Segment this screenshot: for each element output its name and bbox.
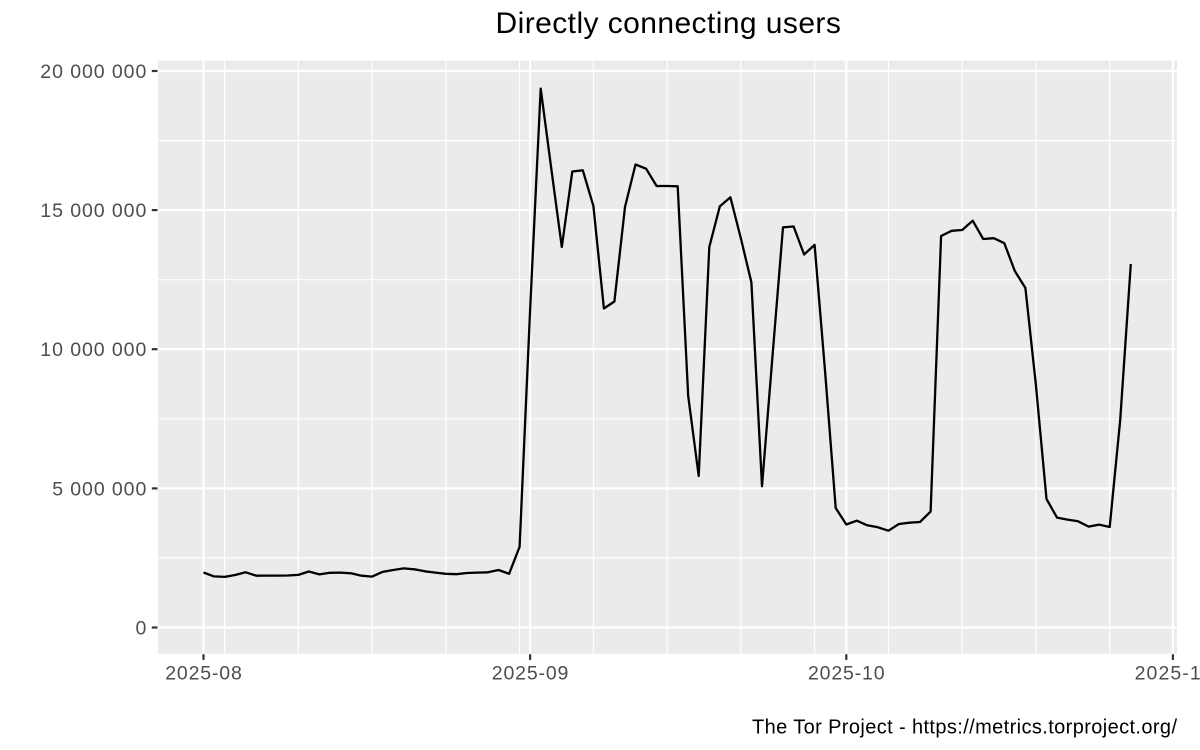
svg-text:The Tor Project - https://metr: The Tor Project - https://metrics.torpro… <box>752 716 1177 738</box>
svg-text:15 000 000: 15 000 000 <box>40 200 146 222</box>
svg-text:0: 0 <box>135 618 146 640</box>
svg-text:2025-10: 2025-10 <box>808 663 885 685</box>
svg-text:2025-11: 2025-11 <box>1135 663 1200 685</box>
svg-text:2025-09: 2025-09 <box>492 663 569 685</box>
svg-text:2025-08: 2025-08 <box>165 663 242 685</box>
svg-text:10 000 000: 10 000 000 <box>40 339 146 361</box>
svg-text:Directly connecting users: Directly connecting users <box>496 7 841 40</box>
svg-text:5 000 000: 5 000 000 <box>52 478 146 500</box>
svg-text:20 000 000: 20 000 000 <box>40 61 146 83</box>
